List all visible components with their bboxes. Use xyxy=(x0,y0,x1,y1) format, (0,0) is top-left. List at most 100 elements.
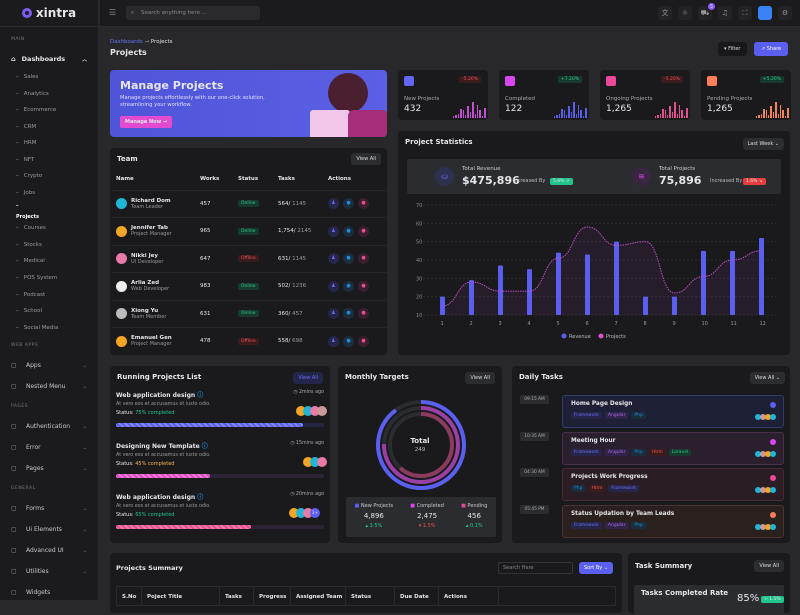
sidebar-item-sales[interactable]: Sales xyxy=(0,69,98,86)
avatar xyxy=(755,450,761,457)
view-all-button[interactable]: View All xyxy=(754,560,784,572)
message-icon[interactable]: ● xyxy=(343,225,354,237)
monthly-targets-card: Monthly Targets View All Total 249 ■ New… xyxy=(338,366,502,543)
search-input[interactable]: ⌕ Search anything here ... xyxy=(126,6,260,20)
sidebar-item-widgets[interactable]: ▢ Widgets xyxy=(11,589,51,597)
avatar xyxy=(116,280,127,292)
sidebar-item-apps[interactable]: ▢ Apps ⌄ xyxy=(11,362,87,370)
summary-search-input[interactable]: Search Here xyxy=(498,562,573,574)
daily-task[interactable]: Status Updation by Team Leads Framework A… xyxy=(562,504,784,538)
sidebar-item-pages[interactable]: ▢ Pages ⌄ xyxy=(11,465,87,473)
logo[interactable]: xintra xyxy=(0,0,98,27)
share-button[interactable]: ↗ Share xyxy=(754,42,789,56)
sidebar-item-error[interactable]: ▢ Error ⌄ xyxy=(11,444,87,452)
assign-user-icon[interactable]: ♟ xyxy=(328,335,339,347)
view-all-button[interactable]: View All xyxy=(465,372,495,384)
filter-button[interactable]: ▾ Filter xyxy=(718,42,747,56)
chat-icon[interactable]: ● xyxy=(358,308,369,320)
daily-task[interactable]: Meeting Hour Framework Angular Php Html Lara… xyxy=(562,431,784,465)
theme-icon[interactable]: ☼ xyxy=(678,6,692,20)
view-all-button[interactable]: View All xyxy=(293,372,323,384)
tag: Framework xyxy=(571,448,602,456)
chat-icon[interactable]: ● xyxy=(358,335,369,347)
cart-icon[interactable]: ⛟ 5 xyxy=(698,3,715,20)
avatar[interactable] xyxy=(758,6,772,20)
gear-icon[interactable]: ⚙ xyxy=(778,6,792,20)
sidebar-item-crm[interactable]: CRM xyxy=(0,119,98,136)
daily-task[interactable]: Home Page Design Framework Angular Php xyxy=(562,395,784,428)
chevron-down-icon: ⌄ xyxy=(82,547,87,554)
avatar xyxy=(317,406,327,416)
range-dropdown[interactable]: Last Week ⌄ xyxy=(742,138,784,150)
sidebar-item-ecommerce[interactable]: Ecommerce xyxy=(0,102,98,119)
sidebar-item-nft[interactable]: NFT xyxy=(0,152,98,169)
chat-icon[interactable]: ● xyxy=(358,253,369,265)
sidebar-item-utilities[interactable]: ▢ Utilities ⌄ xyxy=(11,568,87,576)
language-icon[interactable]: 文 xyxy=(658,6,672,20)
message-icon[interactable]: ● xyxy=(343,253,354,265)
assign-user-icon[interactable]: ♟ xyxy=(328,225,339,237)
sparkline-bar xyxy=(460,109,462,118)
chat-icon[interactable]: ● xyxy=(358,280,369,292)
assign-user-icon[interactable]: ♟ xyxy=(328,280,339,292)
sidebar-item-forms[interactable]: ▢ Forms ⌄ xyxy=(11,505,87,513)
sparkline-bar xyxy=(760,114,763,118)
sparkline-bar xyxy=(772,112,775,118)
assign-user-icon[interactable]: ♟ xyxy=(328,308,339,320)
daily-task[interactable]: Projects Work Progress Php Html Framework xyxy=(562,468,784,501)
sparkline-bar xyxy=(561,109,563,118)
revenue-bar xyxy=(730,250,735,315)
targets-radial-chart xyxy=(376,400,466,490)
avatar xyxy=(303,508,313,518)
sidebar-item-nested-menu[interactable]: ▢ Nested Menu ⌄ xyxy=(11,383,87,391)
sidebar-item-school[interactable]: School xyxy=(0,303,98,320)
column-header: Status xyxy=(234,169,274,191)
chat-icon[interactable]: ● xyxy=(358,225,369,237)
message-icon[interactable]: ● xyxy=(343,335,354,347)
sidebar-item-pos-system[interactable]: POS System xyxy=(0,270,98,287)
sidebar-item-courses[interactable]: Courses xyxy=(0,220,98,237)
avatar xyxy=(755,523,761,530)
sidebar-item-stocks[interactable]: Stocks xyxy=(0,237,98,254)
message-icon[interactable]: ● xyxy=(343,308,354,320)
sidebar-item-podcast[interactable]: Podcast xyxy=(0,287,98,304)
sidebar-item-authentication[interactable]: ▢ Authentication ⌄ xyxy=(11,423,87,431)
notification-icon[interactable]: ♫ xyxy=(718,6,732,20)
sidebar-item-ui-elements[interactable]: ▢ Ui Elements ⌄ xyxy=(11,526,87,534)
sparkline-bar xyxy=(775,102,777,118)
sidebar-item-crypto[interactable]: Crypto xyxy=(0,168,98,185)
sidebar-item-medical[interactable]: Medical xyxy=(0,253,98,270)
sidebar-item-jobs[interactable]: Jobs xyxy=(0,185,98,202)
sidebar-item-hrm[interactable]: HRM xyxy=(0,135,98,152)
chevron-down-icon: ⌄ xyxy=(82,568,87,575)
fullscreen-icon[interactable]: ⛶ xyxy=(738,6,752,20)
menu-toggle-icon[interactable]: ☰ xyxy=(109,8,117,17)
sparkline-bar xyxy=(566,115,568,118)
task-time: 09:15 AM xyxy=(520,395,549,404)
sidebar-item-projects[interactable]: Projects xyxy=(0,201,39,220)
advanced-ui-icon: ▢ xyxy=(11,547,17,555)
sidebar-item-advanced-ui[interactable]: ▢ Advanced UI ⌄ xyxy=(11,547,87,555)
view-all-button[interactable]: View All xyxy=(351,153,381,165)
avatar xyxy=(310,406,320,416)
message-icon[interactable]: ● xyxy=(343,198,354,210)
breadcrumb-link[interactable]: Dashboards xyxy=(110,39,143,45)
ring-new-projects xyxy=(376,400,466,490)
chat-icon[interactable]: ● xyxy=(358,198,369,210)
assign-user-icon[interactable]: ♟ xyxy=(328,253,339,265)
message-icon[interactable]: ● xyxy=(343,280,354,292)
sparkline-bar xyxy=(453,116,455,118)
sidebar-item-analytics[interactable]: Analytics xyxy=(0,86,98,103)
sidebar-item-social-media[interactable]: Social Media xyxy=(0,320,98,337)
manage-now-button[interactable]: Manage Now → xyxy=(120,116,173,128)
task-time: 04:30 AM xyxy=(520,468,549,477)
status-dot xyxy=(770,402,776,408)
sort-by-button[interactable]: Sort By ⌄ xyxy=(579,562,614,574)
revenue-bar xyxy=(643,296,648,315)
info-icon: ⓘ xyxy=(201,443,208,450)
illustration-laptop xyxy=(310,110,350,137)
view-all-dropdown[interactable]: View All ⌄ xyxy=(749,372,785,384)
sidebar-item-dashboards[interactable]: ⌂ Dashboards ︿ xyxy=(11,55,87,63)
stat-card: +7.20% Completed 122 xyxy=(499,70,589,120)
assign-user-icon[interactable]: ♟ xyxy=(328,198,339,210)
